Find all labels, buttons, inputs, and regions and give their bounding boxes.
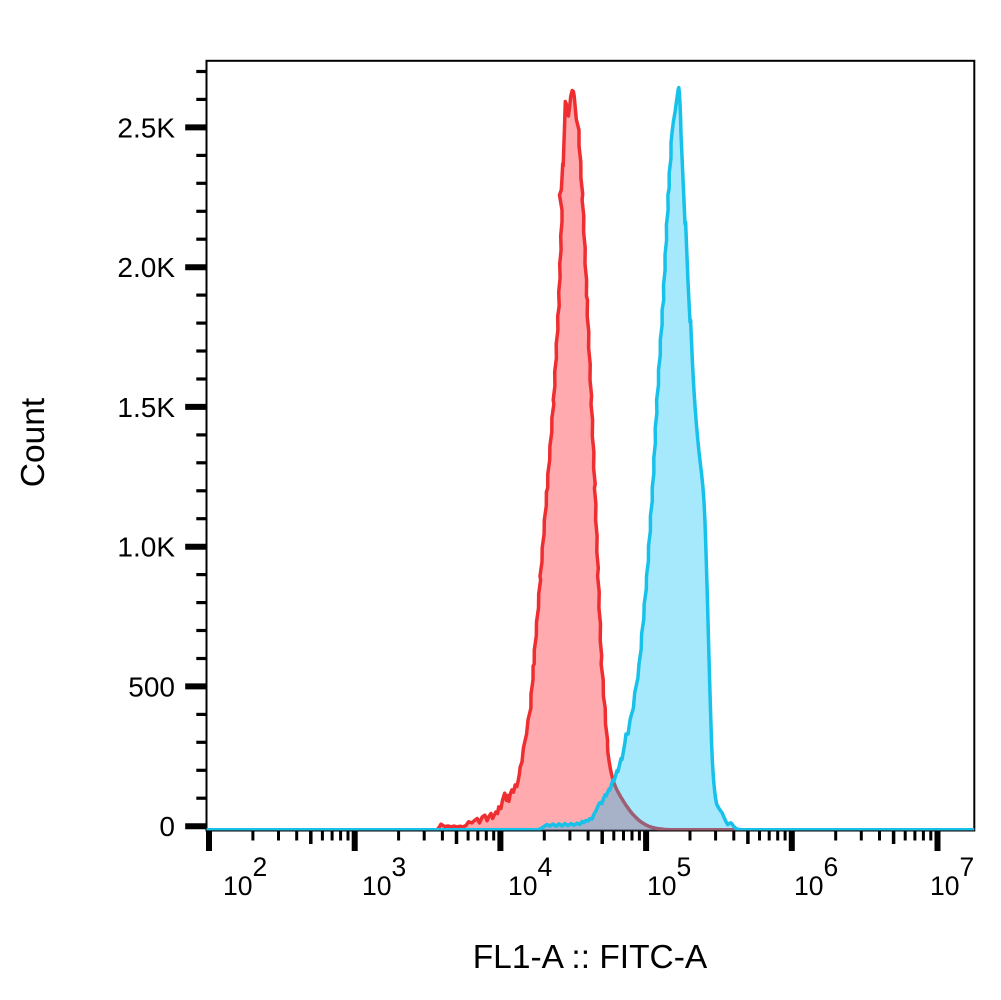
svg-text:1.5K: 1.5K (117, 392, 175, 423)
svg-text:FL1-A :: FITC-A: FL1-A :: FITC-A (473, 939, 708, 976)
svg-text:1.0K: 1.0K (117, 532, 175, 563)
svg-text:Count: Count (15, 397, 52, 487)
svg-text:0: 0 (159, 811, 175, 842)
svg-text:2.5K: 2.5K (117, 112, 175, 143)
svg-text:500: 500 (128, 671, 175, 702)
svg-text:2.0K: 2.0K (117, 252, 175, 283)
